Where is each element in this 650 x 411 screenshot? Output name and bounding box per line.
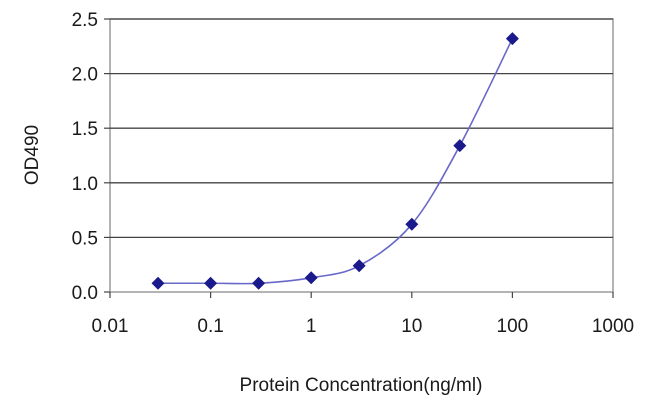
x-tick-label: 0.01 bbox=[92, 316, 129, 337]
data-point bbox=[204, 276, 218, 290]
y-axis-title: OD490 bbox=[22, 125, 43, 185]
x-axis-title: Protein Concentration(ng/ml) bbox=[240, 375, 483, 396]
y-tick-label: 0.0 bbox=[72, 283, 98, 304]
y-tick-label: 2.5 bbox=[72, 10, 98, 31]
x-tick-label: 100 bbox=[497, 316, 529, 337]
data-point bbox=[453, 139, 467, 153]
y-tick-label: 2.0 bbox=[72, 65, 98, 86]
data-markers bbox=[151, 32, 519, 290]
y-tick-label: 0.5 bbox=[72, 228, 98, 249]
data-point bbox=[505, 32, 519, 46]
gridlines bbox=[110, 18, 613, 239]
data-point bbox=[405, 217, 419, 231]
y-tick-label: 1.0 bbox=[72, 174, 98, 195]
x-tick-label: 0.1 bbox=[197, 316, 223, 337]
y-tick-label: 1.5 bbox=[72, 119, 98, 140]
x-tick-label: 10 bbox=[401, 316, 422, 337]
x-axis-ticks: 0.01 0.1 1 10 100 1000 bbox=[92, 292, 634, 337]
y-axis-ticks: 0.0 0.5 1.0 1.5 2.0 2.5 bbox=[72, 10, 110, 304]
data-point bbox=[352, 259, 366, 273]
data-point bbox=[304, 271, 318, 285]
data-point bbox=[252, 276, 266, 290]
x-tick-label: 1 bbox=[306, 316, 317, 337]
data-point bbox=[151, 276, 165, 290]
x-tick-label: 1000 bbox=[592, 316, 634, 337]
plot-area bbox=[109, 18, 614, 293]
